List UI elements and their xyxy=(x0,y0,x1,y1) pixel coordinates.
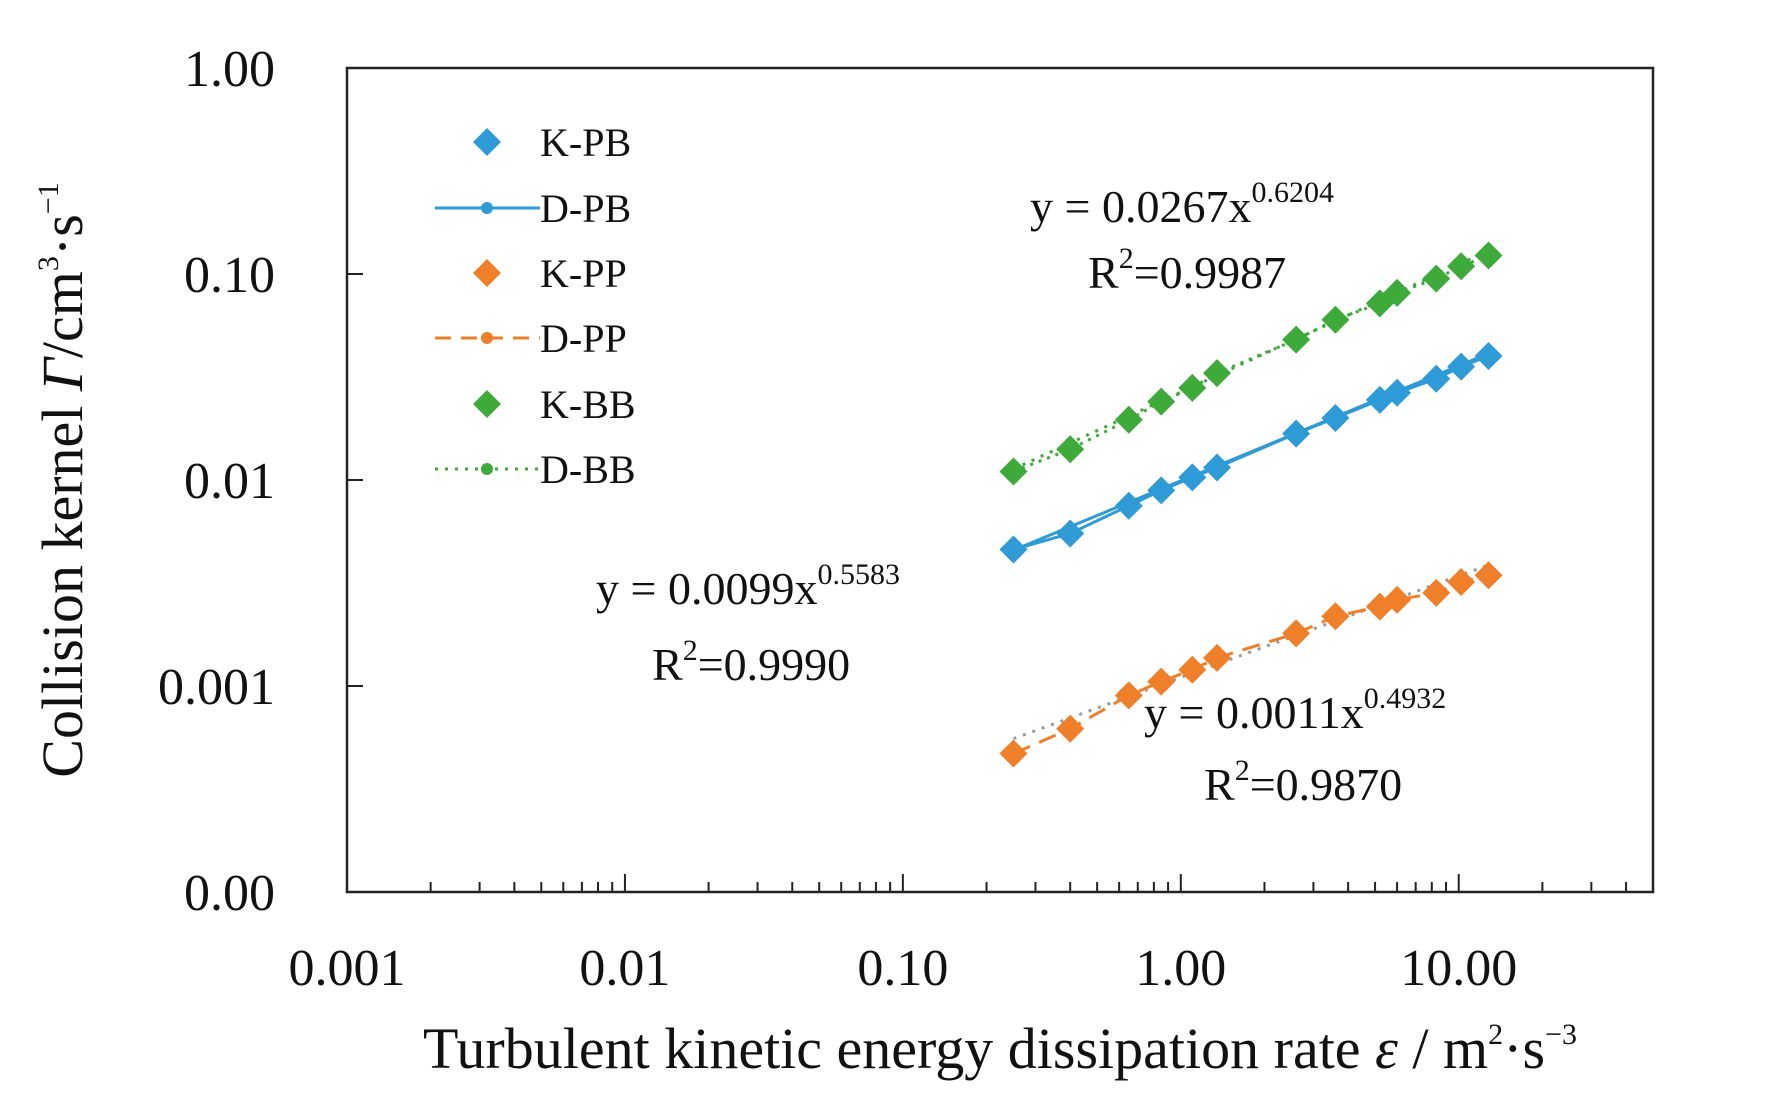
data-point-k-bb xyxy=(1203,359,1232,388)
annotation-pb-r2: R2=0.9990 xyxy=(652,634,850,690)
fit-lines xyxy=(1012,249,1490,741)
annotation-pb: y = 0.0099x0.5583 R2=0.9990 xyxy=(596,558,900,690)
legend-item-k-bb: K-BB xyxy=(473,382,636,427)
data-point-k-bb xyxy=(1447,252,1476,281)
annotation-pp: y = 0.0011x0.4932 R2=0.9870 xyxy=(1144,682,1446,810)
data-point-k-bb xyxy=(1422,264,1451,293)
data-point-k-pp xyxy=(1178,655,1207,684)
x-tick-labels: 0.001 0.01 0.10 1.00 10.00 xyxy=(289,940,1518,997)
legend-marker-d-bb xyxy=(481,463,493,475)
legend-label-k-pb: K-PB xyxy=(540,120,631,165)
data-point-k-pp xyxy=(1383,585,1412,614)
data-point-k-pb xyxy=(1178,463,1207,492)
annotation-pb-equation: y = 0.0099x0.5583 xyxy=(596,558,900,614)
data-point-k-bb xyxy=(1474,241,1503,270)
data-point-k-bb xyxy=(999,457,1028,486)
data-point-k-bb xyxy=(1321,305,1350,334)
data-point-k-pb xyxy=(1203,453,1232,482)
legend-label-d-pb: D-PB xyxy=(540,186,631,231)
data-markers xyxy=(999,241,1503,768)
legend-item-k-pp: K-PP xyxy=(473,251,627,296)
data-point-k-pb xyxy=(1147,476,1176,505)
data-point-k-pb xyxy=(1114,491,1143,520)
annotation-pp-r2: R2=0.9870 xyxy=(1204,754,1402,810)
data-point-k-pb xyxy=(999,535,1028,564)
x-axis-title: Turbulent kinetic energy dissipation rat… xyxy=(423,1016,1577,1081)
legend-marker-k-pp xyxy=(473,259,501,287)
data-point-k-pp xyxy=(1056,714,1085,743)
fit-line-d-pp xyxy=(1012,563,1490,741)
data-point-k-pp xyxy=(999,739,1028,768)
data-point-k-bb xyxy=(1282,325,1311,354)
data-point-k-pp xyxy=(1474,561,1503,590)
axis-ticks xyxy=(346,67,1654,893)
data-point-k-pp xyxy=(1203,643,1232,672)
annotation-bb: y = 0.0267x0.6204 R2=0.9987 xyxy=(1030,176,1334,298)
data-point-k-pb xyxy=(1447,352,1476,381)
x-tick-label: 0.001 xyxy=(289,940,406,997)
data-point-k-pb xyxy=(1321,403,1350,432)
data-point-k-pp xyxy=(1447,567,1476,596)
data-point-k-pp xyxy=(1282,619,1311,648)
data-point-k-pp xyxy=(1321,602,1350,631)
legend-label-d-bb: D-BB xyxy=(540,447,636,492)
annotation-bb-r2: R2=0.9987 xyxy=(1088,242,1286,298)
legend-marker-k-pb xyxy=(473,128,501,156)
legend-item-d-bb: D-BB xyxy=(435,447,636,492)
y-tick-labels: 0.00 0.001 0.01 0.10 1.00 xyxy=(158,41,275,922)
x-tick-label: 0.01 xyxy=(579,940,670,997)
data-point-k-bb xyxy=(1178,373,1207,402)
legend-marker-d-pp xyxy=(481,332,493,344)
data-point-k-bb xyxy=(1383,278,1412,307)
data-point-k-pb xyxy=(1474,341,1503,370)
y-tick-label: 0.01 xyxy=(184,453,275,510)
legend-item-k-pb: K-PB xyxy=(473,120,631,165)
data-point-k-pp xyxy=(1114,681,1143,710)
data-point-k-bb xyxy=(1056,435,1085,464)
data-point-k-pb xyxy=(1056,519,1085,548)
legend-marker-d-pb xyxy=(481,202,493,214)
x-tick-label: 10.00 xyxy=(1400,940,1517,997)
legend-item-d-pp: D-PP xyxy=(435,316,627,361)
data-point-k-bb xyxy=(1114,405,1143,434)
annotation-pp-equation: y = 0.0011x0.4932 xyxy=(1144,682,1446,738)
y-axis-title: Collision kernel Γ/cm3·s−1 xyxy=(30,182,95,777)
data-point-k-pb xyxy=(1282,419,1311,448)
legend-marker-k-bb xyxy=(473,390,501,418)
data-point-k-pp xyxy=(1422,578,1451,607)
y-tick-label: 0.10 xyxy=(184,247,275,304)
y-tick-label: 0.00 xyxy=(184,865,275,922)
legend: K-PB D-PB K-PP D-PP K-BB D-BB xyxy=(435,120,636,492)
data-point-k-pb xyxy=(1383,378,1412,407)
y-tick-label: 0.001 xyxy=(158,659,275,716)
legend-label-k-bb: K-BB xyxy=(540,382,636,427)
data-point-k-bb xyxy=(1147,387,1176,416)
data-point-k-pp xyxy=(1147,667,1176,696)
x-tick-label: 0.10 xyxy=(857,940,948,997)
legend-label-k-pp: K-PP xyxy=(540,251,627,296)
data-point-k-pb xyxy=(1422,364,1451,393)
legend-item-d-pb: D-PB xyxy=(435,186,631,231)
y-tick-label: 1.00 xyxy=(184,41,275,98)
annotation-bb-equation: y = 0.0267x0.6204 xyxy=(1030,176,1334,232)
x-tick-label: 1.00 xyxy=(1135,940,1226,997)
legend-label-d-pp: D-PP xyxy=(540,316,627,361)
